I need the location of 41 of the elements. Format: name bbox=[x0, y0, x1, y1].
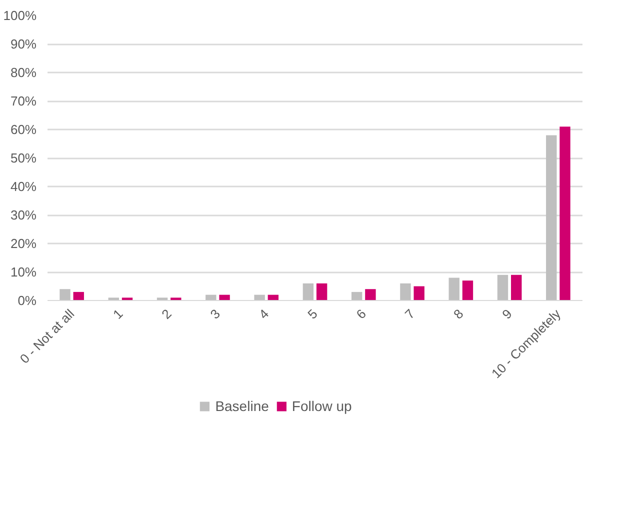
bar bbox=[365, 289, 376, 300]
y-tick-label: 100% bbox=[3, 8, 37, 23]
bar bbox=[448, 278, 460, 300]
bar bbox=[546, 135, 557, 300]
bar bbox=[511, 274, 522, 300]
y-tick-label: 90% bbox=[10, 36, 37, 52]
y-tick-label: 10% bbox=[10, 264, 37, 280]
x-tick-label: 1 bbox=[110, 306, 126, 322]
x-tick-label: 9 bbox=[499, 306, 515, 322]
bar bbox=[414, 286, 424, 300]
bar bbox=[60, 289, 70, 300]
bar bbox=[316, 283, 328, 300]
x-tick-label: 0 - Not at all bbox=[16, 306, 78, 366]
bar bbox=[497, 274, 508, 300]
x-tick-label: 6 bbox=[353, 306, 369, 322]
bar bbox=[400, 283, 411, 300]
bar bbox=[73, 292, 84, 300]
bar bbox=[302, 283, 314, 300]
bar bbox=[219, 294, 230, 300]
bar bbox=[206, 294, 216, 300]
y-tick-label: 20% bbox=[10, 236, 37, 251]
x-tick-label: 3 bbox=[207, 306, 224, 322]
y-tick-label: 50% bbox=[10, 150, 37, 166]
y-tick-label: 30% bbox=[10, 208, 37, 222]
x-tick-label: 2 bbox=[158, 306, 174, 322]
legend-label: Follow up bbox=[292, 398, 352, 414]
bar bbox=[351, 292, 362, 300]
x-tick-label: 5 bbox=[304, 306, 320, 322]
bar bbox=[254, 294, 265, 300]
bar bbox=[560, 126, 570, 300]
legend-label: Baseline bbox=[215, 398, 269, 414]
y-tick-label: 60% bbox=[10, 122, 37, 137]
y-tick-label: 0% bbox=[18, 293, 37, 308]
y-tick-label: 70% bbox=[10, 94, 37, 108]
bar bbox=[462, 280, 474, 300]
bar bbox=[170, 298, 182, 300]
y-tick-label: 80% bbox=[10, 65, 37, 80]
x-tick-label: 8 bbox=[450, 306, 466, 322]
y-tick-label: 40% bbox=[10, 179, 37, 194]
x-tick-label: 4 bbox=[256, 306, 272, 322]
x-tick-label: 7 bbox=[402, 306, 418, 322]
